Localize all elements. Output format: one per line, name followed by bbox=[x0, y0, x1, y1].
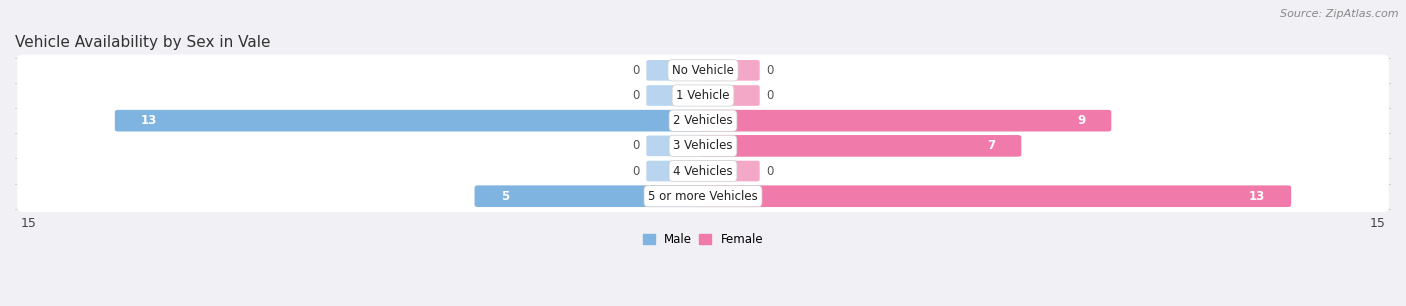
Text: 0: 0 bbox=[633, 64, 640, 77]
FancyBboxPatch shape bbox=[700, 161, 759, 181]
Text: 5 or more Vehicles: 5 or more Vehicles bbox=[648, 190, 758, 203]
FancyBboxPatch shape bbox=[475, 185, 707, 207]
FancyBboxPatch shape bbox=[647, 136, 706, 156]
Text: 13: 13 bbox=[1249, 190, 1265, 203]
Text: 0: 0 bbox=[633, 139, 640, 152]
Text: 0: 0 bbox=[766, 89, 773, 102]
Text: 0: 0 bbox=[766, 64, 773, 77]
FancyBboxPatch shape bbox=[647, 60, 706, 81]
FancyBboxPatch shape bbox=[699, 110, 1111, 132]
Text: 3 Vehicles: 3 Vehicles bbox=[673, 139, 733, 152]
Text: 0: 0 bbox=[766, 165, 773, 177]
FancyBboxPatch shape bbox=[17, 80, 1389, 111]
FancyBboxPatch shape bbox=[115, 110, 707, 132]
Text: 5: 5 bbox=[501, 190, 509, 203]
Text: 7: 7 bbox=[987, 139, 995, 152]
Text: 9: 9 bbox=[1077, 114, 1085, 127]
FancyBboxPatch shape bbox=[647, 85, 706, 106]
FancyBboxPatch shape bbox=[17, 54, 1389, 86]
FancyBboxPatch shape bbox=[700, 60, 759, 81]
FancyBboxPatch shape bbox=[699, 135, 1021, 157]
Text: Source: ZipAtlas.com: Source: ZipAtlas.com bbox=[1281, 9, 1399, 19]
Text: Vehicle Availability by Sex in Vale: Vehicle Availability by Sex in Vale bbox=[15, 35, 270, 50]
FancyBboxPatch shape bbox=[700, 85, 759, 106]
Text: 13: 13 bbox=[141, 114, 157, 127]
FancyBboxPatch shape bbox=[17, 130, 1389, 162]
Legend: Male, Female: Male, Female bbox=[638, 229, 768, 251]
FancyBboxPatch shape bbox=[17, 180, 1389, 212]
Text: 4 Vehicles: 4 Vehicles bbox=[673, 165, 733, 177]
Text: 0: 0 bbox=[633, 89, 640, 102]
Text: 0: 0 bbox=[633, 165, 640, 177]
Text: 1 Vehicle: 1 Vehicle bbox=[676, 89, 730, 102]
FancyBboxPatch shape bbox=[17, 105, 1389, 136]
Text: No Vehicle: No Vehicle bbox=[672, 64, 734, 77]
FancyBboxPatch shape bbox=[647, 161, 706, 181]
Text: 2 Vehicles: 2 Vehicles bbox=[673, 114, 733, 127]
FancyBboxPatch shape bbox=[17, 155, 1389, 187]
FancyBboxPatch shape bbox=[699, 185, 1291, 207]
